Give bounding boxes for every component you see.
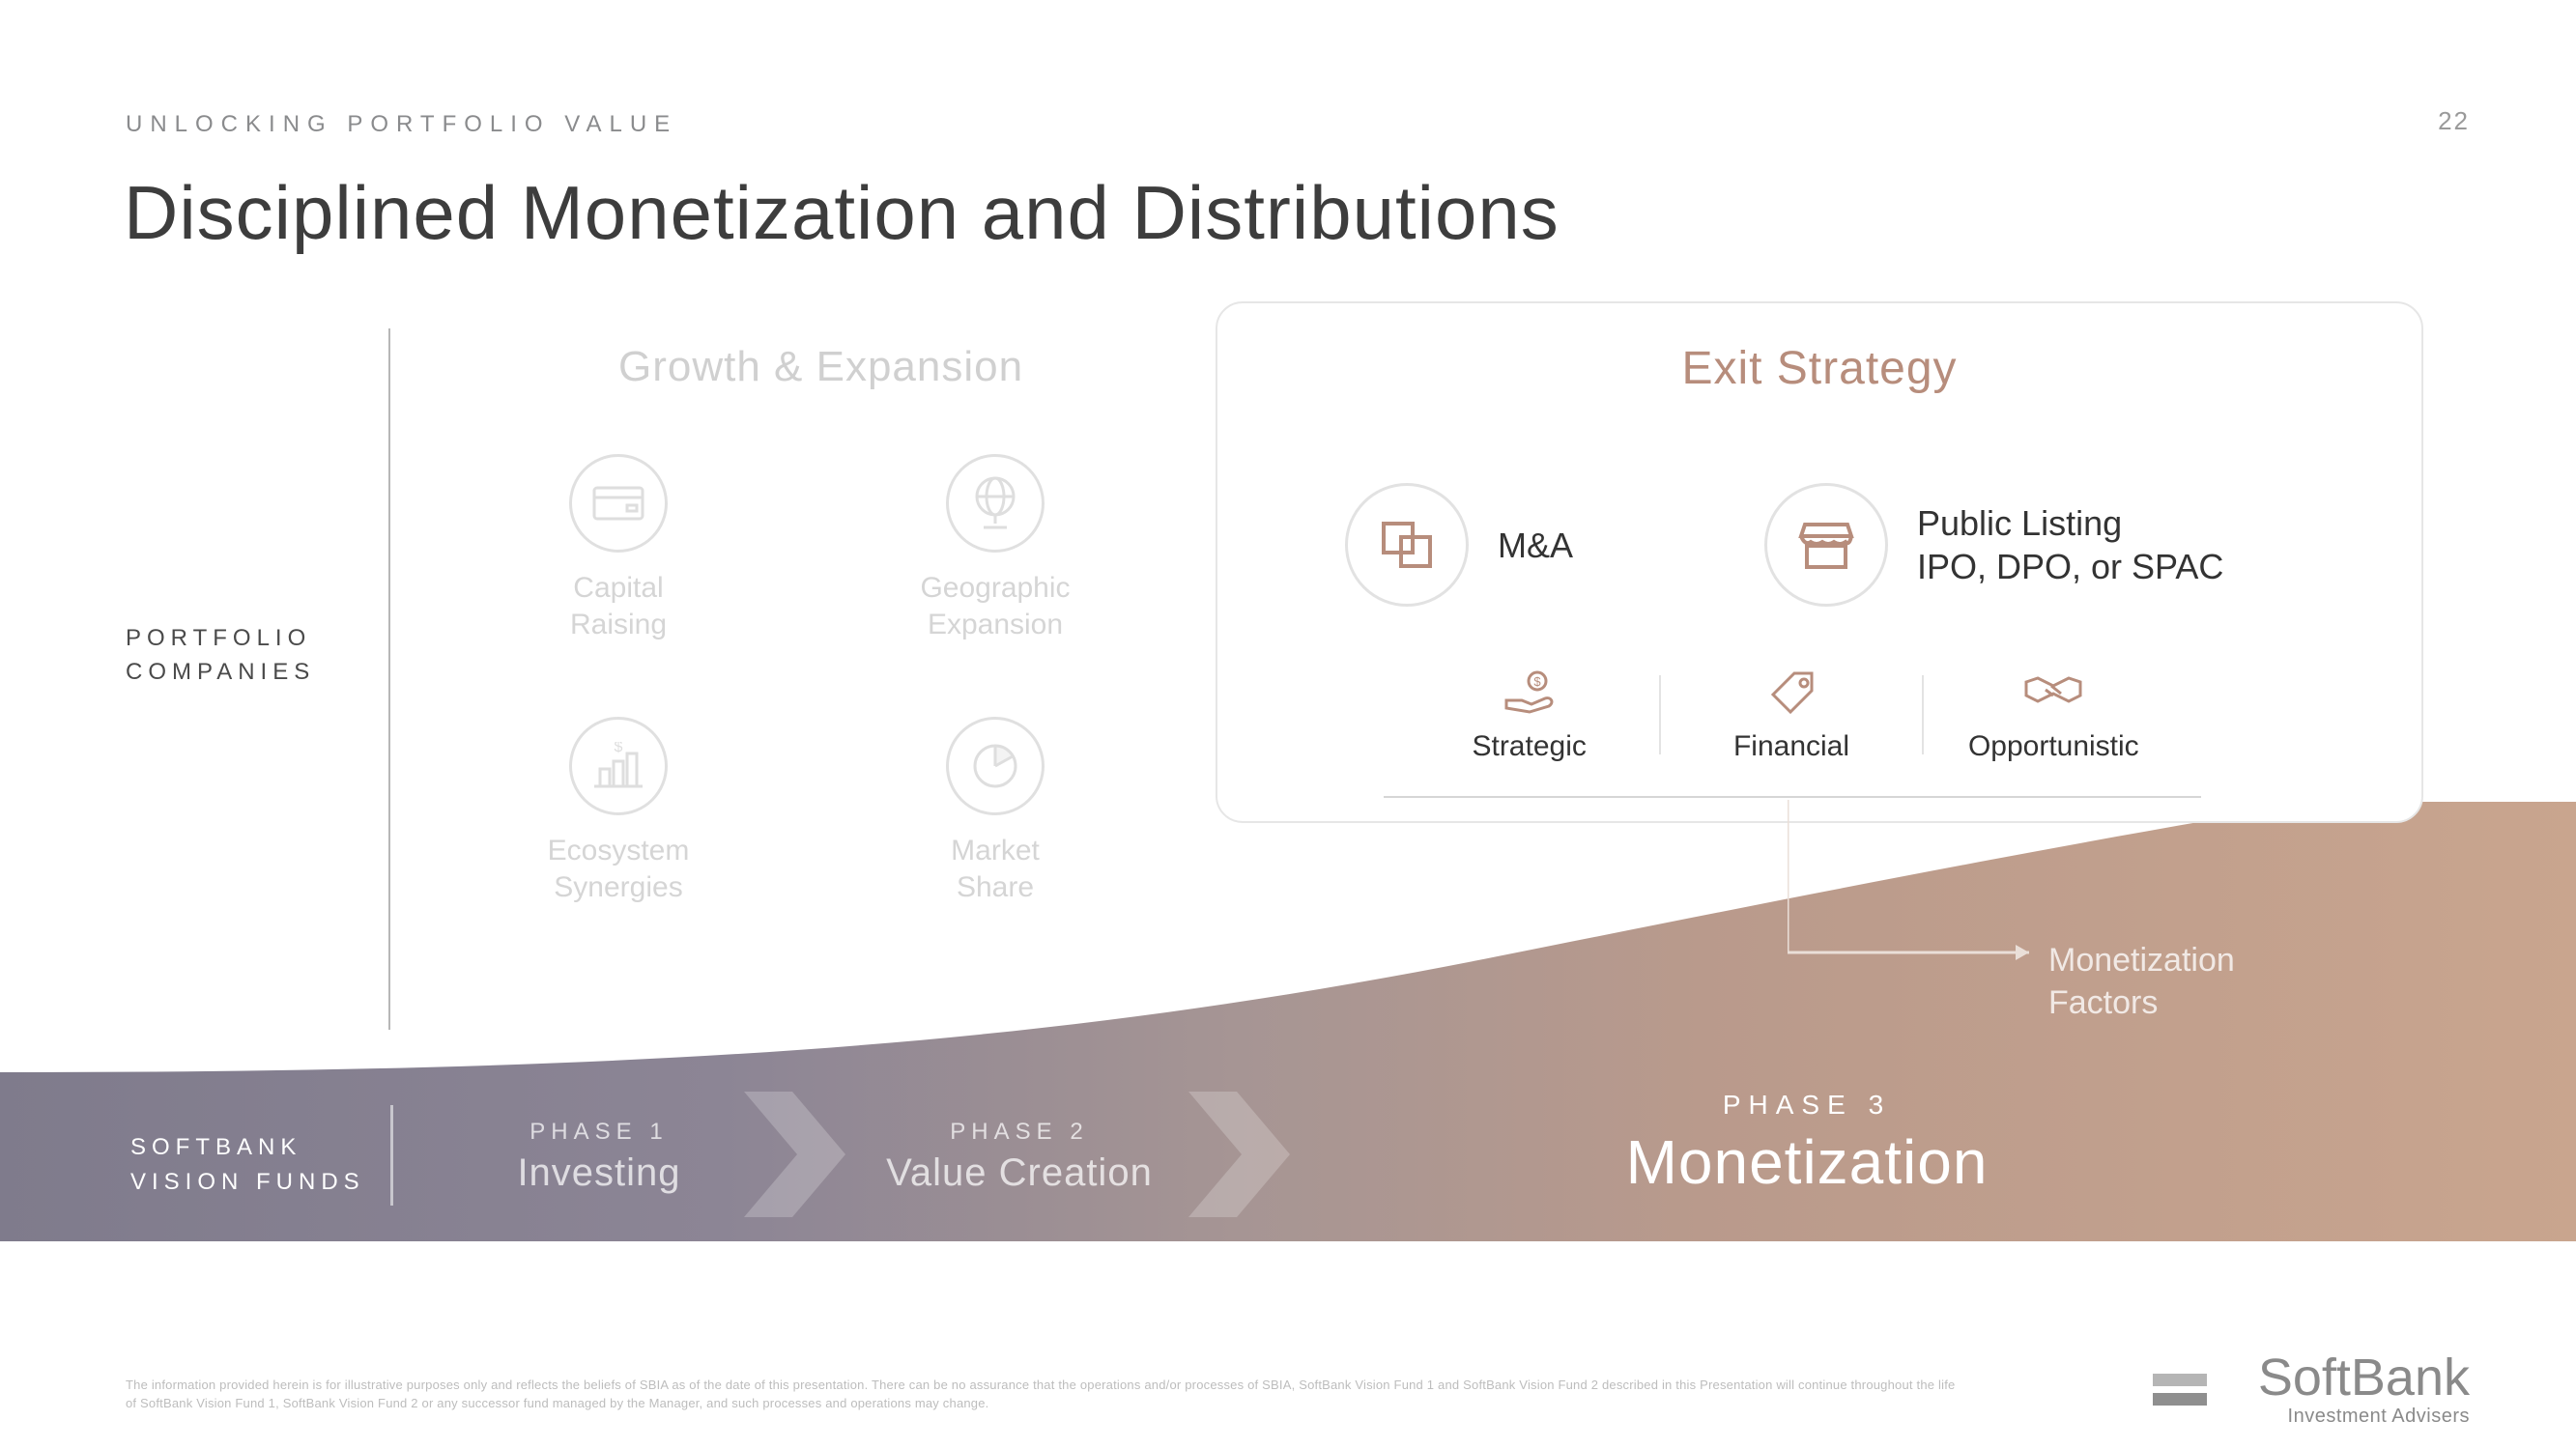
- chevron-right-icon: [1188, 1092, 1295, 1222]
- connector-line: [1788, 798, 2058, 991]
- phase-1: PHASE 1 Investing: [483, 1119, 715, 1195]
- logo-text: SoftBank: [2258, 1348, 2470, 1407]
- text-line: VISION FUNDS: [130, 1169, 365, 1195]
- text-line: Raising: [570, 609, 667, 640]
- pie-icon: [946, 717, 1045, 815]
- phase-3: PHASE 3 Monetization: [1604, 1090, 2010, 1198]
- phase-name: Value Creation: [870, 1151, 1169, 1195]
- svg-text:$: $: [1533, 674, 1541, 689]
- text-line: Market: [951, 835, 1040, 867]
- text-line: Public Listing: [1917, 503, 2122, 543]
- portfolio-companies-label: PORTFOLIO COMPANIES: [126, 622, 315, 690]
- factor-label: Opportunistic: [1924, 730, 2184, 763]
- text-line: Geographic: [920, 572, 1070, 604]
- text-line: Monetization: [2048, 942, 2235, 979]
- text-line: Share: [957, 871, 1034, 903]
- growth-item-geographic-expansion: Geographic Expansion: [899, 454, 1092, 642]
- text-line: COMPANIES: [126, 659, 315, 685]
- globe-icon: [946, 454, 1045, 553]
- slide-title: Disciplined Monetization and Distributio…: [124, 169, 1560, 257]
- phase-eyebrow: PHASE 2: [870, 1119, 1169, 1146]
- bar-chart-dollar-icon: $: [569, 717, 668, 815]
- monetization-factors-row: $ Strategic Financial Opportunistic: [1399, 667, 2184, 763]
- storefront-icon: [1764, 483, 1888, 607]
- svg-text:$: $: [615, 742, 623, 755]
- exit-item-public-listing: Public Listing IPO, DPO, or SPAC: [1764, 483, 2223, 607]
- factor-label: Financial: [1661, 730, 1921, 763]
- growth-item-market-share: Market Share: [899, 717, 1092, 905]
- disclaimer-text: The information provided herein is for i…: [126, 1377, 1961, 1413]
- growth-expansion-title: Growth & Expansion: [618, 343, 1023, 391]
- eyebrow: UNLOCKING PORTFOLIO VALUE: [126, 111, 677, 138]
- exit-item-label: M&A: [1498, 524, 1573, 567]
- phase-eyebrow: PHASE 3: [1604, 1090, 2010, 1121]
- phase-2: PHASE 2 Value Creation: [870, 1119, 1169, 1195]
- hand-coin-icon: $: [1399, 667, 1659, 717]
- monetization-factors-label: Monetization Factors: [2048, 939, 2235, 1024]
- price-tag-icon: [1661, 667, 1921, 717]
- text-line: Expansion: [928, 609, 1063, 640]
- logo-subtext: Investment Advisers: [2258, 1406, 2470, 1428]
- exit-item-ma: M&A: [1345, 483, 1573, 607]
- page-number: 22: [2438, 106, 2470, 136]
- exit-strategy-title: Exit Strategy: [1217, 342, 2421, 395]
- softbank-logo: SoftBank Investment Advisers: [2258, 1348, 2470, 1428]
- band-divider: [390, 1105, 393, 1206]
- growth-item-capital-raising: Capital Raising: [522, 454, 715, 642]
- phase-eyebrow: PHASE 1: [483, 1119, 715, 1146]
- phase-name: Monetization: [1604, 1126, 2010, 1198]
- vertical-divider: [388, 328, 390, 1030]
- text-line: Capital: [573, 572, 663, 604]
- factor-label: Strategic: [1399, 730, 1659, 763]
- text-line: Synergies: [554, 871, 682, 903]
- factor-strategic: $ Strategic: [1399, 667, 1659, 763]
- overlap-squares-icon: [1345, 483, 1469, 607]
- factor-financial: Financial: [1661, 667, 1921, 763]
- chevron-right-icon: [744, 1092, 850, 1222]
- text-line: PORTFOLIO: [126, 625, 311, 651]
- handshake-icon: [1924, 667, 2184, 717]
- text-line: Factors: [2048, 984, 2158, 1021]
- slide: UNLOCKING PORTFOLIO VALUE 22 Disciplined…: [0, 0, 2576, 1449]
- card-icon: [569, 454, 668, 553]
- text-line: SOFTBANK: [130, 1134, 301, 1160]
- factor-opportunistic: Opportunistic: [1924, 667, 2184, 763]
- growth-item-ecosystem-synergies: $ Ecosystem Synergies: [522, 717, 715, 905]
- logo-bars-icon: [2153, 1370, 2211, 1417]
- phase-name: Investing: [483, 1151, 715, 1195]
- softbank-vision-funds-label: SOFTBANK VISION FUNDS: [130, 1130, 365, 1200]
- text-line: IPO, DPO, or SPAC: [1917, 547, 2223, 586]
- text-line: Ecosystem: [548, 835, 690, 867]
